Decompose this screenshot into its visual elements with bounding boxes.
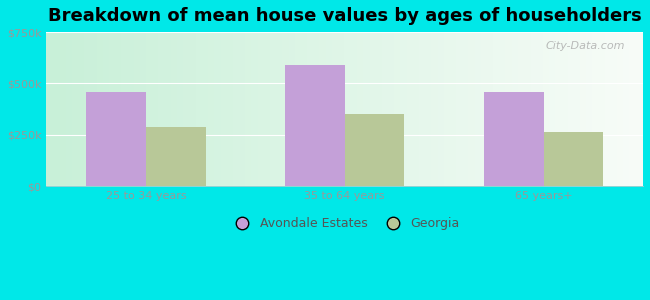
Title: Breakdown of mean house values by ages of householders: Breakdown of mean house values by ages o… [48, 7, 642, 25]
Bar [285, 65, 345, 186]
Legend: Avondale Estates, Georgia: Avondale Estates, Georgia [225, 212, 465, 236]
Bar [86, 92, 146, 186]
Bar [344, 114, 404, 186]
Bar [146, 127, 205, 186]
Bar [543, 132, 603, 186]
Bar [484, 92, 543, 186]
Text: City-Data.com: City-Data.com [545, 41, 625, 51]
